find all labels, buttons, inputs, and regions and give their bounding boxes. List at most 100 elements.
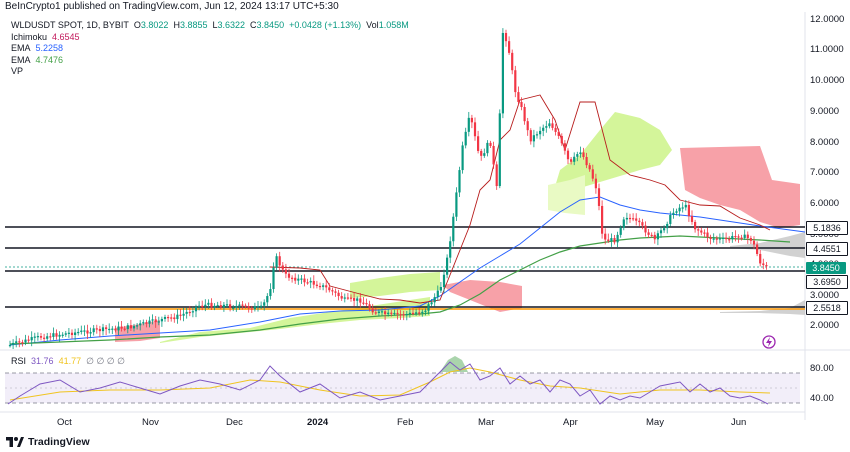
candle-body [563, 143, 566, 151]
candle-body [672, 212, 675, 215]
tradingview-logo-icon [6, 437, 24, 447]
ichimoku-row[interactable]: Ichimoku 4.6545 [11, 32, 409, 44]
candle-body [101, 327, 105, 332]
candle-body [520, 101, 523, 108]
candle-body [163, 316, 167, 319]
candle-body [625, 217, 628, 220]
candle-body [582, 152, 585, 158]
candle-body [39, 336, 43, 338]
candle-body [480, 150, 483, 156]
candle-body [322, 285, 325, 287]
time-axis: Oct Nov Dec 2024 Feb Mar Apr May Jun [57, 417, 746, 428]
vp-row[interactable]: VP [11, 66, 409, 78]
rsi-ma-value: 41.77 [58, 356, 82, 366]
candle-body [700, 230, 703, 233]
candle-body [666, 223, 669, 229]
candle-body [108, 328, 111, 331]
candle-body [458, 170, 461, 193]
candle-body [681, 207, 684, 209]
candle-body [210, 302, 213, 308]
candle-body [291, 277, 294, 279]
candle-body [213, 305, 216, 308]
candle-body [470, 117, 473, 123]
candle-body [207, 302, 210, 305]
candle-body [554, 127, 557, 132]
candle-body [15, 341, 18, 343]
candle-body [303, 278, 306, 283]
candle-body [173, 317, 176, 320]
candle-body [83, 330, 86, 332]
candle-body [359, 298, 362, 303]
candle-body [697, 229, 700, 231]
level-badge-5.1836: 5.1836 [806, 221, 848, 235]
candle-body [415, 312, 418, 314]
candle-body [126, 325, 129, 330]
ema2-label: EMA [11, 54, 31, 65]
rsi-value: 31.76 [31, 356, 54, 366]
rsi-band [5, 373, 800, 403]
candle-body [225, 304, 229, 306]
ema1-row[interactable]: EMA 5.2258 [11, 43, 409, 55]
candle-body [349, 297, 353, 299]
candle-body [551, 123, 554, 128]
candle-body [424, 310, 427, 312]
candle-body [334, 291, 337, 293]
candle-body [570, 159, 573, 162]
low-value: 3.6322 [217, 20, 246, 30]
symbol-label[interactable]: WLDUSDT SPOT, 1D, BYBIT [11, 20, 129, 30]
footer-brand[interactable]: TradingView [6, 436, 90, 448]
candlesticks [8, 28, 768, 349]
candle-body [548, 123, 551, 127]
candle-body [514, 70, 517, 93]
candle-body [284, 269, 287, 274]
candle-body [489, 142, 492, 146]
candle-body [232, 307, 235, 309]
rsi-overbought-fill [440, 356, 468, 372]
ema1-label: EMA [11, 43, 31, 53]
candle-body [182, 313, 185, 316]
candle-body [33, 336, 36, 338]
current-price-badge: 3.8450 [806, 262, 846, 274]
lightning-icon[interactable] [762, 335, 776, 349]
ema2-row[interactable]: EMA 4.7476 [11, 55, 409, 67]
candle-body [86, 330, 89, 334]
candle-body [418, 312, 421, 314]
ema1-line [9, 196, 806, 346]
candle-body [399, 314, 402, 316]
level-badge-3.6950: 3.6950 [806, 275, 848, 289]
candle-body [684, 204, 687, 208]
candle-body [306, 282, 309, 284]
kumo-bear-3 [680, 146, 800, 228]
candle-body [216, 305, 219, 307]
candle-body [238, 304, 241, 306]
candle-body [573, 156, 576, 162]
vol-label: Vol [366, 20, 379, 30]
candle-body [616, 234, 619, 243]
rsi-legend[interactable]: RSI 31.76 41.77 ∅ ∅ ∅ ∅ [11, 356, 125, 367]
candle-body [275, 256, 278, 268]
candle-body [421, 311, 424, 314]
rsi-tick-40: 40.00 [810, 393, 834, 404]
candle-body [272, 267, 275, 290]
candle-body [653, 234, 656, 240]
candle-body [576, 154, 579, 157]
candle-body [408, 312, 411, 315]
open-value: 3.8022 [140, 20, 169, 30]
candle-body [380, 311, 384, 313]
candle-body [269, 289, 272, 297]
candle-body [622, 219, 625, 228]
candle-body [58, 334, 61, 337]
candle-body [142, 322, 145, 324]
candle-body [715, 238, 718, 240]
published-caption: BeInCrypto1 published on TradingView.com… [5, 1, 339, 12]
candle-body [139, 323, 142, 326]
candle-body [365, 303, 368, 305]
candle-body [539, 130, 542, 135]
candle-body [430, 302, 433, 305]
candle-body [607, 239, 610, 241]
candle-body [201, 305, 204, 307]
ema2-value: 4.7476 [35, 54, 64, 65]
candle-body [390, 312, 393, 314]
candle-body [508, 41, 511, 53]
